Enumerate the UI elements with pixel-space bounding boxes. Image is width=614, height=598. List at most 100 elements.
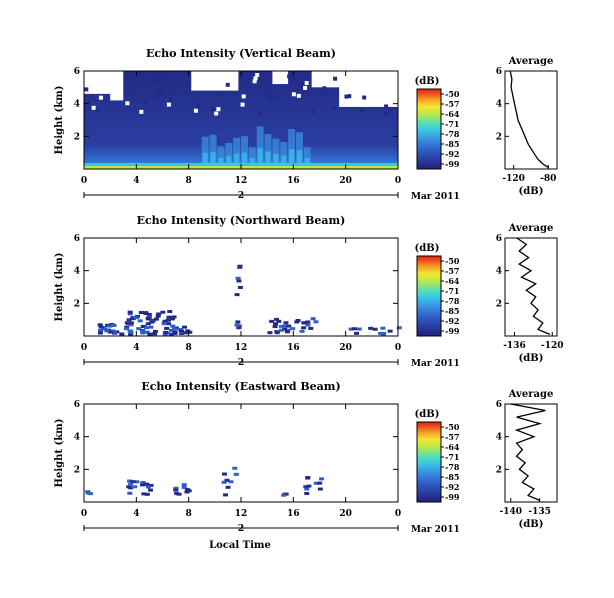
echo-pixel <box>305 323 311 327</box>
echo-pixel <box>267 331 273 335</box>
colorbar-tick-label: -78 <box>445 296 460 306</box>
echo-pixel <box>127 329 133 333</box>
echo-pixel <box>152 329 158 333</box>
echo-pixel <box>132 485 138 489</box>
echo-pixel <box>378 331 384 335</box>
no-echo <box>339 71 398 107</box>
echo-pixel <box>278 324 284 328</box>
month-label: Mar 2011 <box>411 525 460 535</box>
echo-pixel <box>161 322 167 326</box>
colorbar-tick-label: -50 <box>445 422 460 432</box>
echo-pixel <box>127 310 133 314</box>
echo-pixel <box>360 108 365 113</box>
echo-pixel <box>206 82 211 87</box>
echo-pixel <box>284 330 290 334</box>
x-tick-label: 20 <box>339 509 352 519</box>
echo-pixel <box>157 90 162 95</box>
echo-pixel <box>384 111 389 116</box>
echo-pixel <box>179 329 185 333</box>
echo-pixel <box>255 73 260 78</box>
echo-pixel <box>158 88 163 93</box>
echo-pixel <box>322 86 327 91</box>
echo-pixel <box>333 76 338 81</box>
echo-pixel <box>127 479 133 483</box>
echo-pixel <box>163 330 169 334</box>
profile-frame <box>504 237 558 337</box>
profile-x-tick-label: -120 <box>541 341 564 351</box>
colorbar-tick-label: -57 <box>445 432 459 442</box>
echo-pixel <box>171 92 176 97</box>
echo-pixel <box>362 95 367 100</box>
echo-pixel <box>347 94 352 99</box>
profile-y-tick-label: 6 <box>496 67 502 77</box>
echo-pixel <box>272 94 277 99</box>
echo-pixel <box>281 493 287 497</box>
echo-pixel <box>168 97 173 102</box>
echo-pixel <box>223 493 229 497</box>
colorbar-tick-label: -71 <box>445 119 459 129</box>
echo-pixel <box>164 326 170 330</box>
echo-pixel <box>241 94 246 99</box>
echo-pixel <box>282 324 288 328</box>
heatmap <box>84 71 400 169</box>
echo-pixel <box>304 487 310 491</box>
echo-pixel <box>155 314 161 318</box>
profile-y-tick-label: 4 <box>496 100 502 110</box>
echo-pixel <box>144 492 150 496</box>
profile-y-tick-label: 4 <box>496 433 502 443</box>
echo-pixel <box>148 483 154 487</box>
panel-northward: Echo Intensity (Northward Beam) 2 4 6 Height… <box>54 214 564 369</box>
echo-pixel <box>268 93 273 98</box>
x-tick-label: 8 <box>186 343 192 353</box>
echo-pixel <box>224 478 230 482</box>
x-tick-label: 0 <box>395 509 401 519</box>
echo-pixel <box>146 312 152 316</box>
no-echo <box>84 71 117 94</box>
echo-pixel <box>173 486 179 490</box>
echo-pixel <box>278 328 284 332</box>
echo-pixel <box>233 472 239 476</box>
echo-pixel <box>276 319 282 323</box>
y-tick-label: 4 <box>74 100 80 110</box>
echo-pixel <box>234 323 240 327</box>
echo-pixel <box>156 79 161 84</box>
average-profile: Average 2 4 6 -120 -80 (dB) <box>496 56 558 197</box>
echo-pixel <box>104 329 110 333</box>
echo-pixel <box>171 315 177 319</box>
y-tick-label: 6 <box>74 67 80 77</box>
x-tick-label: 16 <box>287 343 300 353</box>
echo-pixel <box>181 483 187 487</box>
echo-pixel <box>240 102 245 107</box>
echo-pixel <box>181 485 187 489</box>
echo-pixel <box>303 85 308 90</box>
y-tick-label: 2 <box>74 132 80 142</box>
echo-pixel <box>97 331 103 335</box>
heatmap <box>97 264 402 336</box>
echo-pixel <box>310 317 316 321</box>
echo-pixel <box>130 480 136 484</box>
profile-title: Average <box>508 56 554 67</box>
echo-pixel <box>236 279 242 283</box>
echo-pixel <box>186 489 192 493</box>
x-tick-label: 12 <box>235 343 248 353</box>
x-tick-label: 0 <box>81 176 87 186</box>
echo-pixel <box>97 323 103 327</box>
echo-pixel <box>132 81 137 86</box>
y-tick-label: 6 <box>74 400 80 410</box>
colorbar-tick-label: -57 <box>445 266 459 276</box>
profile-line <box>516 237 551 336</box>
profile-title: Average <box>508 389 554 400</box>
profile-y-tick-label: 4 <box>496 267 502 277</box>
echo-band <box>234 153 240 169</box>
echo-pixel <box>182 325 188 329</box>
no-echo <box>272 71 289 85</box>
echo-band <box>210 151 216 169</box>
heatmap <box>85 466 325 497</box>
echo-pixel <box>252 79 257 84</box>
echo-pixel <box>285 328 291 332</box>
echo-pixel <box>133 89 138 94</box>
echo-pixel <box>234 293 240 297</box>
echo-pixel <box>177 327 183 331</box>
echo-band <box>257 147 263 169</box>
echo-pixel <box>306 484 312 488</box>
